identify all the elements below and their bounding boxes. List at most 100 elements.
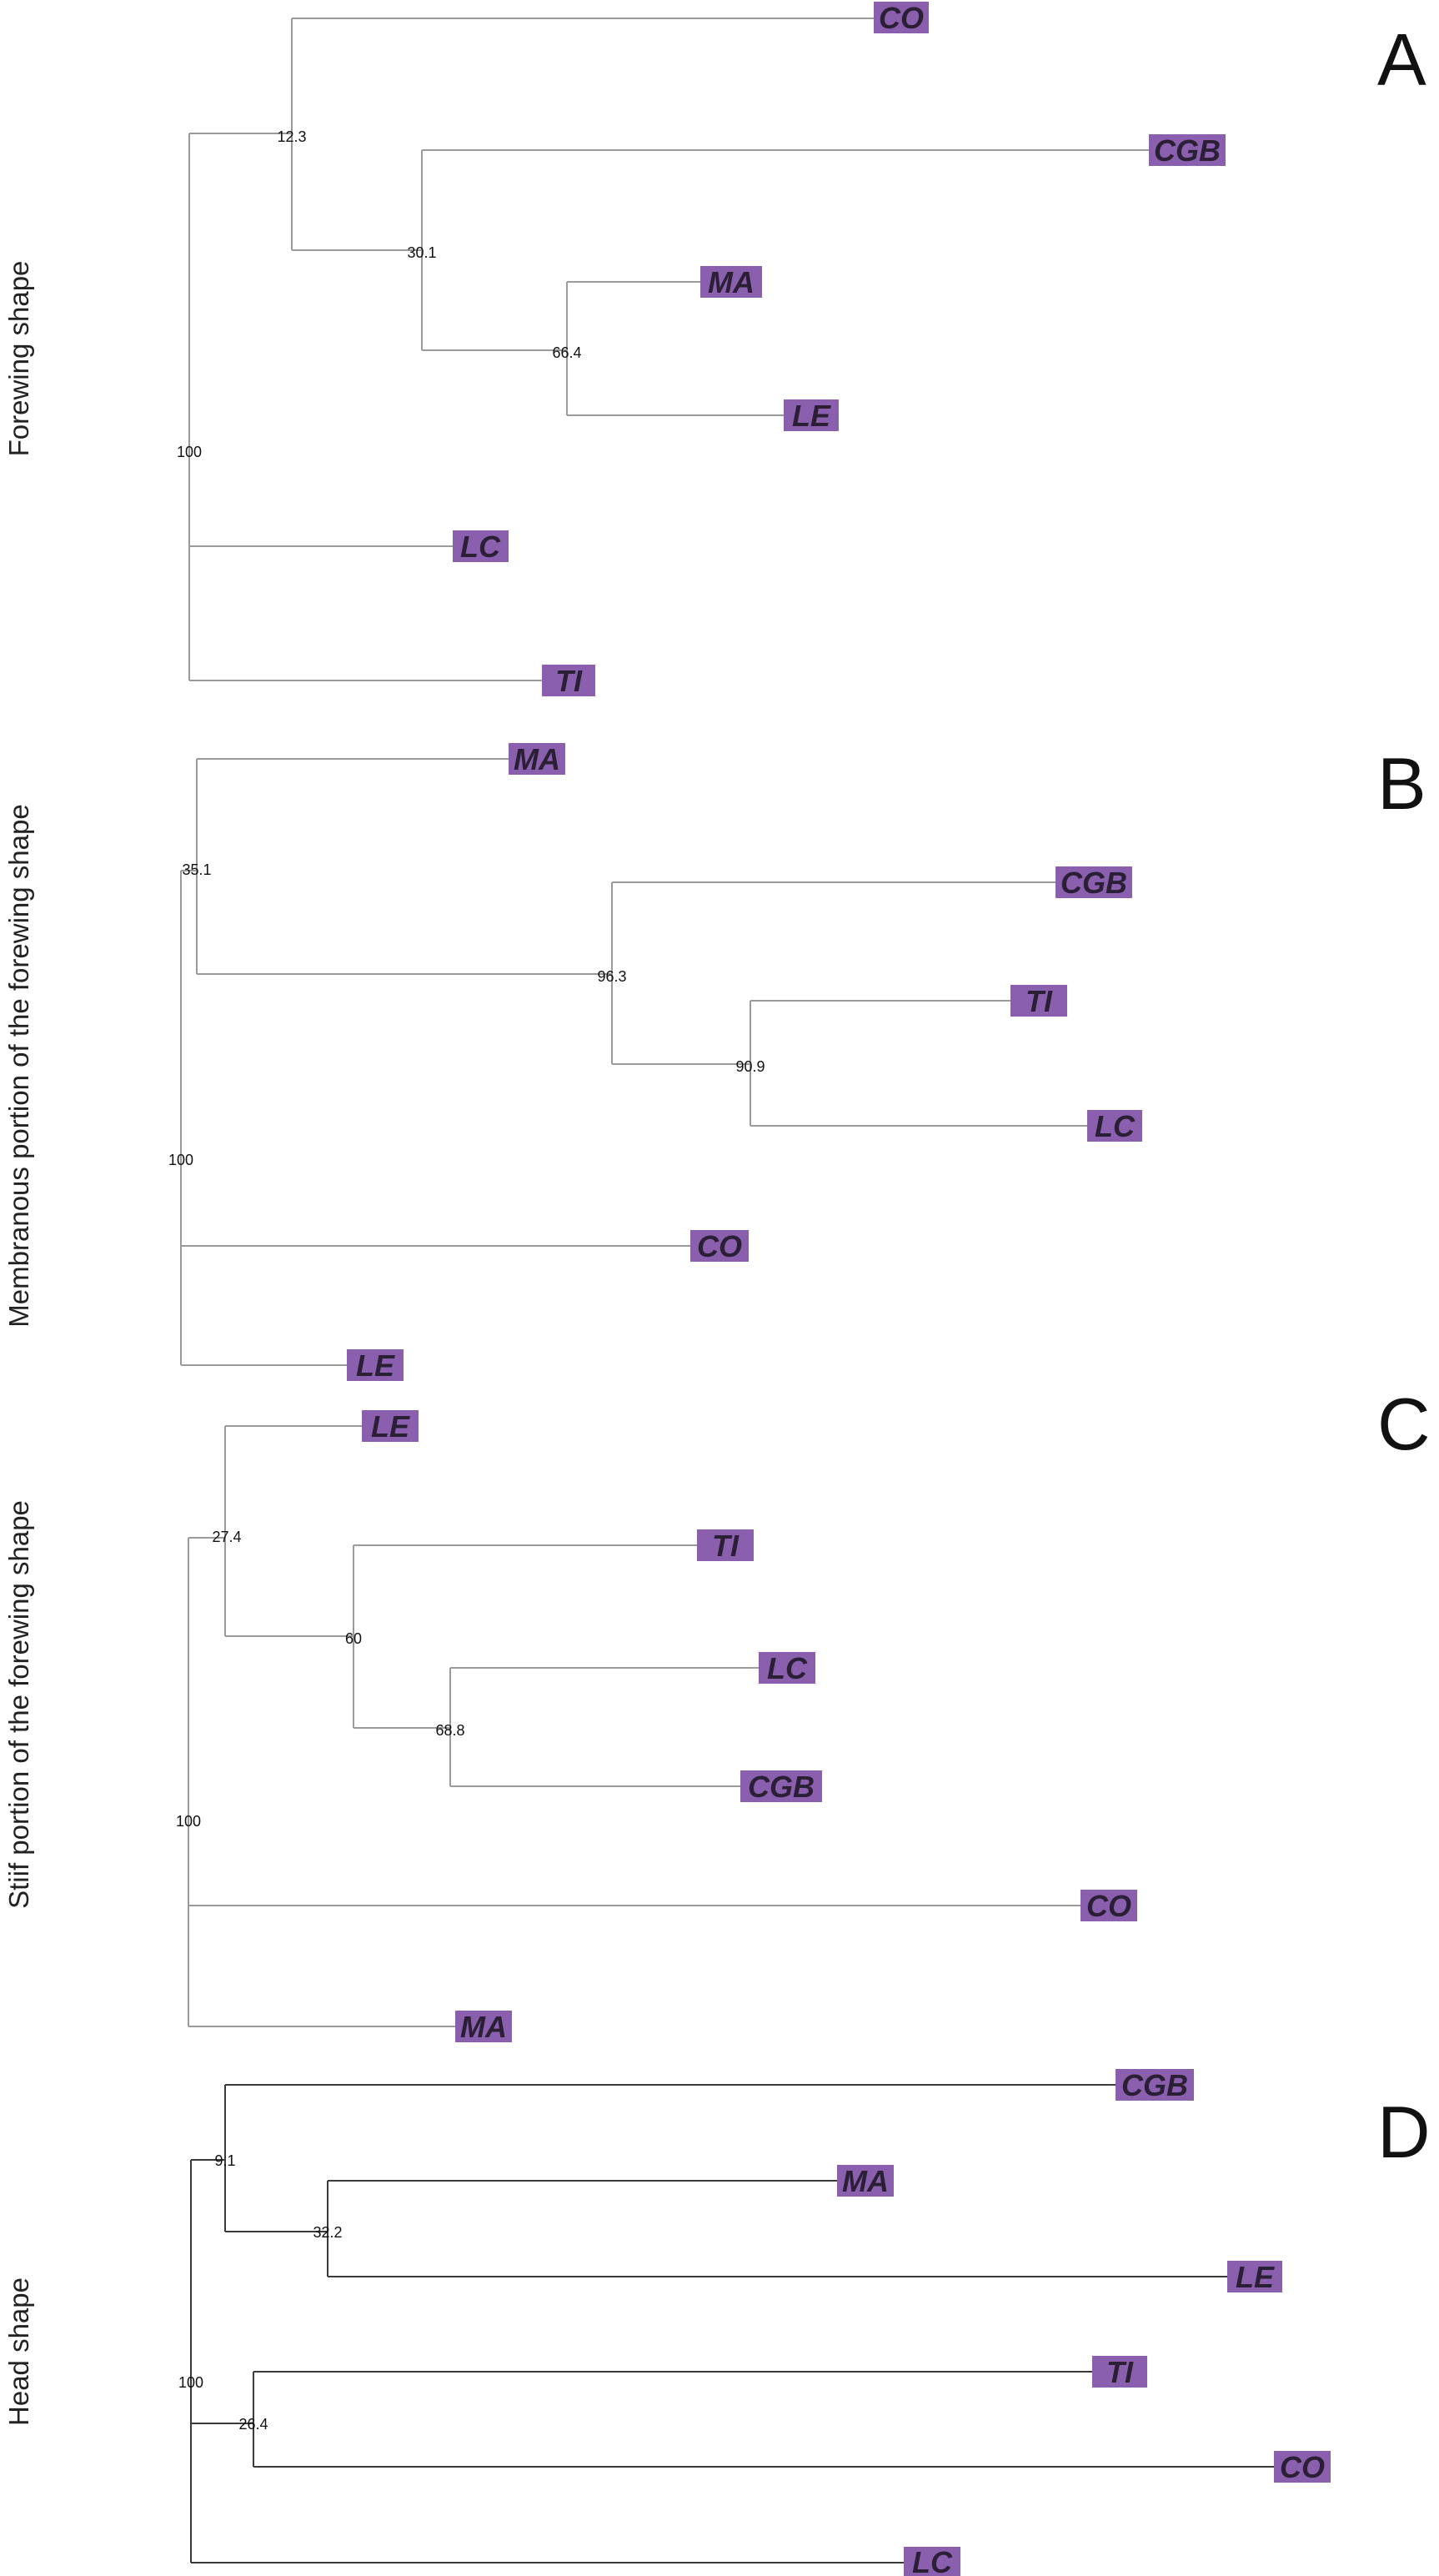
branches bbox=[190, 2084, 1274, 2563]
leaf-ti: TI bbox=[697, 1529, 754, 1563]
leaf-box bbox=[759, 1652, 815, 1684]
leaf-co: CO bbox=[1081, 1889, 1137, 1923]
leaf-label: LE bbox=[792, 399, 831, 433]
leaf-label: LE bbox=[356, 1348, 395, 1383]
leaf-cgb: CGB bbox=[1116, 2068, 1194, 2102]
leaf-label: LC bbox=[767, 1651, 808, 1685]
panel-label: Forewing shape bbox=[3, 261, 34, 457]
support-value: 12.3 bbox=[277, 128, 306, 145]
support-value: 68.8 bbox=[435, 1722, 464, 1739]
leaf-co: CO bbox=[690, 1229, 749, 1263]
support-value: 100 bbox=[177, 444, 202, 460]
leaf-label: MA bbox=[708, 265, 755, 299]
leaf-label: MA bbox=[514, 742, 560, 776]
leaf-cgb: CGB bbox=[740, 1770, 822, 1804]
leaf-co: CO bbox=[1274, 2450, 1331, 2484]
support-values: 100 35.1 96.3 90.9 bbox=[168, 861, 765, 1168]
panel-letter: D bbox=[1377, 2091, 1431, 2173]
leaf-label: TI bbox=[1106, 2355, 1134, 2389]
leaf-box bbox=[784, 399, 839, 431]
branches bbox=[188, 1425, 1081, 2027]
leaf-box bbox=[837, 2165, 894, 2197]
leaf-cgb: CGB bbox=[1055, 866, 1132, 900]
leaf-box bbox=[1274, 2451, 1331, 2483]
leaf-lc: LC bbox=[904, 2545, 960, 2576]
panel-b: B Membranous portion of the forewing sha… bbox=[3, 742, 1426, 1383]
leaf-label: CO bbox=[697, 1229, 742, 1263]
leaf-le: LE bbox=[784, 399, 839, 433]
support-value: 26.4 bbox=[238, 2416, 268, 2433]
leaf-box bbox=[740, 1770, 822, 1802]
leaf-label: CO bbox=[879, 1, 924, 35]
leaf-label: MA bbox=[460, 2010, 507, 2044]
leaf-box bbox=[1092, 2356, 1147, 2388]
leaf-label: LE bbox=[371, 1409, 410, 1444]
leaf-box bbox=[542, 665, 595, 696]
support-value: 66.4 bbox=[552, 344, 581, 361]
leaf-lc: LC bbox=[759, 1651, 815, 1685]
leaf-ma: MA bbox=[837, 2164, 894, 2198]
leaf-box bbox=[1055, 866, 1132, 898]
support-value: 9.1 bbox=[214, 2152, 235, 2169]
leaf-box bbox=[697, 1529, 754, 1561]
panel-letter: B bbox=[1377, 742, 1426, 825]
support-value: 100 bbox=[168, 1152, 193, 1168]
leaf-lc: LC bbox=[1087, 1109, 1142, 1143]
leaf-box bbox=[874, 2, 929, 33]
leaf-label: MA bbox=[842, 2164, 889, 2198]
leaf-box bbox=[509, 743, 565, 775]
leaf-label: LC bbox=[1095, 1109, 1136, 1143]
leaf-label: CGB bbox=[1060, 866, 1127, 900]
panel-d: D Head shape CGB MA bbox=[3, 2068, 1431, 2576]
leaf-le: LE bbox=[1227, 2260, 1282, 2294]
panel-label: Stiif portion of the forewing shape bbox=[3, 1500, 34, 1909]
support-value: 100 bbox=[176, 1813, 201, 1830]
leaf-box bbox=[453, 530, 509, 562]
leaf-le: LE bbox=[362, 1409, 419, 1444]
support-value: 96.3 bbox=[597, 968, 626, 985]
leaf-label: TI bbox=[712, 1529, 740, 1563]
support-value: 100 bbox=[178, 2374, 203, 2391]
support-values: 100 9.1 32.2 26.4 bbox=[178, 2152, 343, 2433]
leaf-box bbox=[1227, 2261, 1282, 2292]
leaf-box bbox=[1149, 134, 1226, 166]
leaf-label: CGB bbox=[1154, 133, 1221, 168]
leaf-label: TI bbox=[1025, 984, 1053, 1018]
leaf-label: CO bbox=[1086, 1889, 1131, 1923]
leaf-label: LE bbox=[1236, 2260, 1275, 2294]
leaf-label: LC bbox=[460, 530, 501, 564]
panel-a: A Forewing shape CO CGB bbox=[3, 1, 1426, 698]
leaves: CGB MA LE TI CO LC bbox=[837, 2068, 1331, 2576]
leaf-co: CO bbox=[874, 1, 929, 35]
branches bbox=[180, 758, 1087, 1366]
leaf-ti: TI bbox=[1010, 984, 1067, 1018]
leaf-ti: TI bbox=[542, 664, 595, 698]
support-value: 90.9 bbox=[735, 1058, 765, 1075]
support-value: 60 bbox=[345, 1630, 362, 1647]
leaf-box bbox=[1087, 1110, 1142, 1142]
support-value: 27.4 bbox=[212, 1529, 241, 1545]
support-values: 100 12.3 30.1 66.4 bbox=[177, 128, 582, 460]
leaf-label: CO bbox=[1280, 2450, 1325, 2484]
support-value: 35.1 bbox=[182, 861, 211, 878]
leaf-label: CGB bbox=[1121, 2068, 1188, 2102]
leaves: CO CGB MA LE LC TI bbox=[453, 1, 1226, 698]
leaf-box bbox=[362, 1410, 419, 1442]
leaf-box bbox=[904, 2547, 960, 2576]
panel-letter: C bbox=[1377, 1383, 1431, 1465]
leaves: LE TI LC CGB CO MA bbox=[362, 1409, 1137, 2044]
leaf-box bbox=[347, 1349, 404, 1381]
panel-c: C Stiif portion of the forewing shape LE bbox=[3, 1383, 1431, 2044]
leaf-cgb: CGB bbox=[1149, 133, 1226, 168]
support-value: 30.1 bbox=[407, 244, 436, 261]
leaf-box bbox=[1010, 985, 1067, 1017]
leaf-box bbox=[455, 2011, 512, 2042]
leaves: MA CGB TI LC CO LE bbox=[347, 742, 1142, 1383]
leaf-lc: LC bbox=[453, 530, 509, 564]
leaf-box bbox=[700, 266, 762, 298]
panel-letter: A bbox=[1377, 18, 1426, 101]
leaf-label: LC bbox=[912, 2545, 953, 2576]
support-value: 32.2 bbox=[313, 2224, 342, 2241]
branches bbox=[188, 18, 1149, 681]
